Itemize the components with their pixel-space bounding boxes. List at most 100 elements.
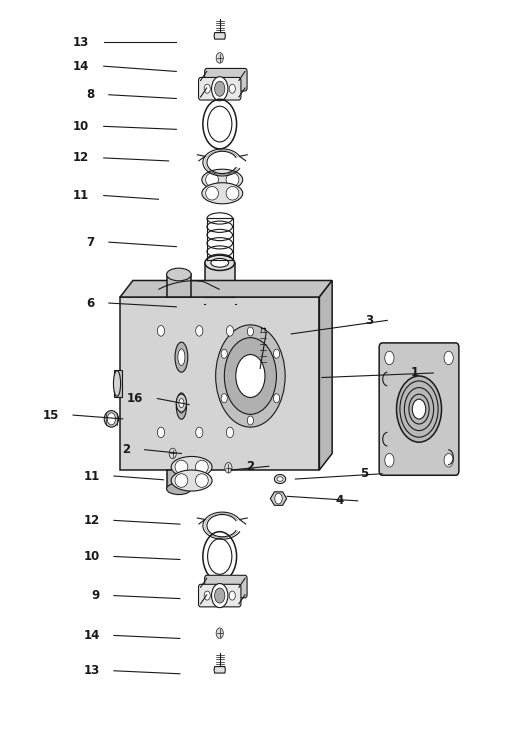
Polygon shape [319,280,332,470]
Ellipse shape [226,173,239,186]
Circle shape [216,628,223,638]
Text: 8: 8 [86,88,95,102]
Circle shape [196,427,203,438]
Circle shape [385,453,394,467]
Polygon shape [270,492,287,505]
Text: 10: 10 [73,120,89,133]
Ellipse shape [277,477,283,481]
Circle shape [169,448,176,459]
Bar [205,262,235,304]
Ellipse shape [171,470,212,491]
Ellipse shape [202,169,243,190]
Ellipse shape [195,474,208,487]
Ellipse shape [205,173,219,186]
Text: 1: 1 [411,366,419,380]
Circle shape [247,327,253,336]
Circle shape [216,53,223,63]
Text: 11: 11 [83,469,100,483]
Ellipse shape [195,460,208,474]
Ellipse shape [167,268,191,280]
Ellipse shape [167,483,191,495]
Ellipse shape [176,394,187,412]
FancyBboxPatch shape [199,77,241,100]
Ellipse shape [175,342,188,372]
FancyBboxPatch shape [205,68,247,91]
Circle shape [226,427,234,438]
Bar [167,470,191,489]
Ellipse shape [274,475,286,484]
Circle shape [412,399,426,419]
Text: 5: 5 [360,467,368,481]
Circle shape [204,84,211,93]
Circle shape [225,462,232,473]
Text: 2: 2 [122,443,130,456]
Circle shape [215,81,225,96]
Circle shape [273,349,280,358]
Text: 14: 14 [73,59,89,73]
Text: 2: 2 [246,459,254,473]
Circle shape [204,591,211,600]
Text: 11: 11 [73,189,89,202]
Bar [114,370,122,397]
Circle shape [229,591,236,600]
Polygon shape [120,280,332,297]
Ellipse shape [179,399,184,408]
Circle shape [107,413,115,425]
Circle shape [444,453,453,467]
Circle shape [247,416,253,425]
FancyBboxPatch shape [199,584,241,607]
Circle shape [226,326,234,336]
FancyBboxPatch shape [379,343,459,475]
Circle shape [215,588,225,603]
FancyBboxPatch shape [205,575,247,598]
Ellipse shape [176,393,187,420]
Bar [120,297,319,470]
Circle shape [275,493,282,504]
Circle shape [212,584,228,608]
Circle shape [157,427,165,438]
Text: 15: 15 [42,408,59,422]
Text: 4: 4 [335,494,343,508]
Text: 3: 3 [365,314,373,327]
Text: 13: 13 [73,35,89,49]
Ellipse shape [104,411,119,427]
Circle shape [157,326,165,336]
Bar [167,274,191,297]
Text: 10: 10 [83,550,100,563]
Bar [204,304,236,326]
Circle shape [397,376,442,442]
Circle shape [216,325,285,427]
Text: 13: 13 [83,664,100,678]
Ellipse shape [175,460,188,474]
Ellipse shape [205,255,235,271]
Circle shape [444,351,453,365]
Circle shape [221,349,227,358]
Text: 12: 12 [73,151,89,165]
Circle shape [273,394,280,403]
Ellipse shape [179,399,184,414]
Ellipse shape [226,186,239,200]
Ellipse shape [178,349,185,365]
Circle shape [236,354,265,398]
Polygon shape [214,666,225,673]
Ellipse shape [205,186,219,200]
Text: 9: 9 [91,589,100,602]
Circle shape [196,326,203,336]
Ellipse shape [211,259,228,267]
Text: 14: 14 [83,629,100,642]
Ellipse shape [202,183,243,204]
Text: 6: 6 [86,296,95,310]
Ellipse shape [204,320,236,334]
Circle shape [212,77,228,101]
Circle shape [224,338,276,414]
Text: 7: 7 [86,235,95,249]
Ellipse shape [113,371,121,396]
Circle shape [385,351,394,365]
Ellipse shape [175,474,188,487]
Circle shape [229,84,236,93]
Polygon shape [214,32,225,39]
Text: 16: 16 [127,392,143,405]
Ellipse shape [171,456,212,478]
Circle shape [221,394,227,403]
Text: 12: 12 [83,514,100,527]
